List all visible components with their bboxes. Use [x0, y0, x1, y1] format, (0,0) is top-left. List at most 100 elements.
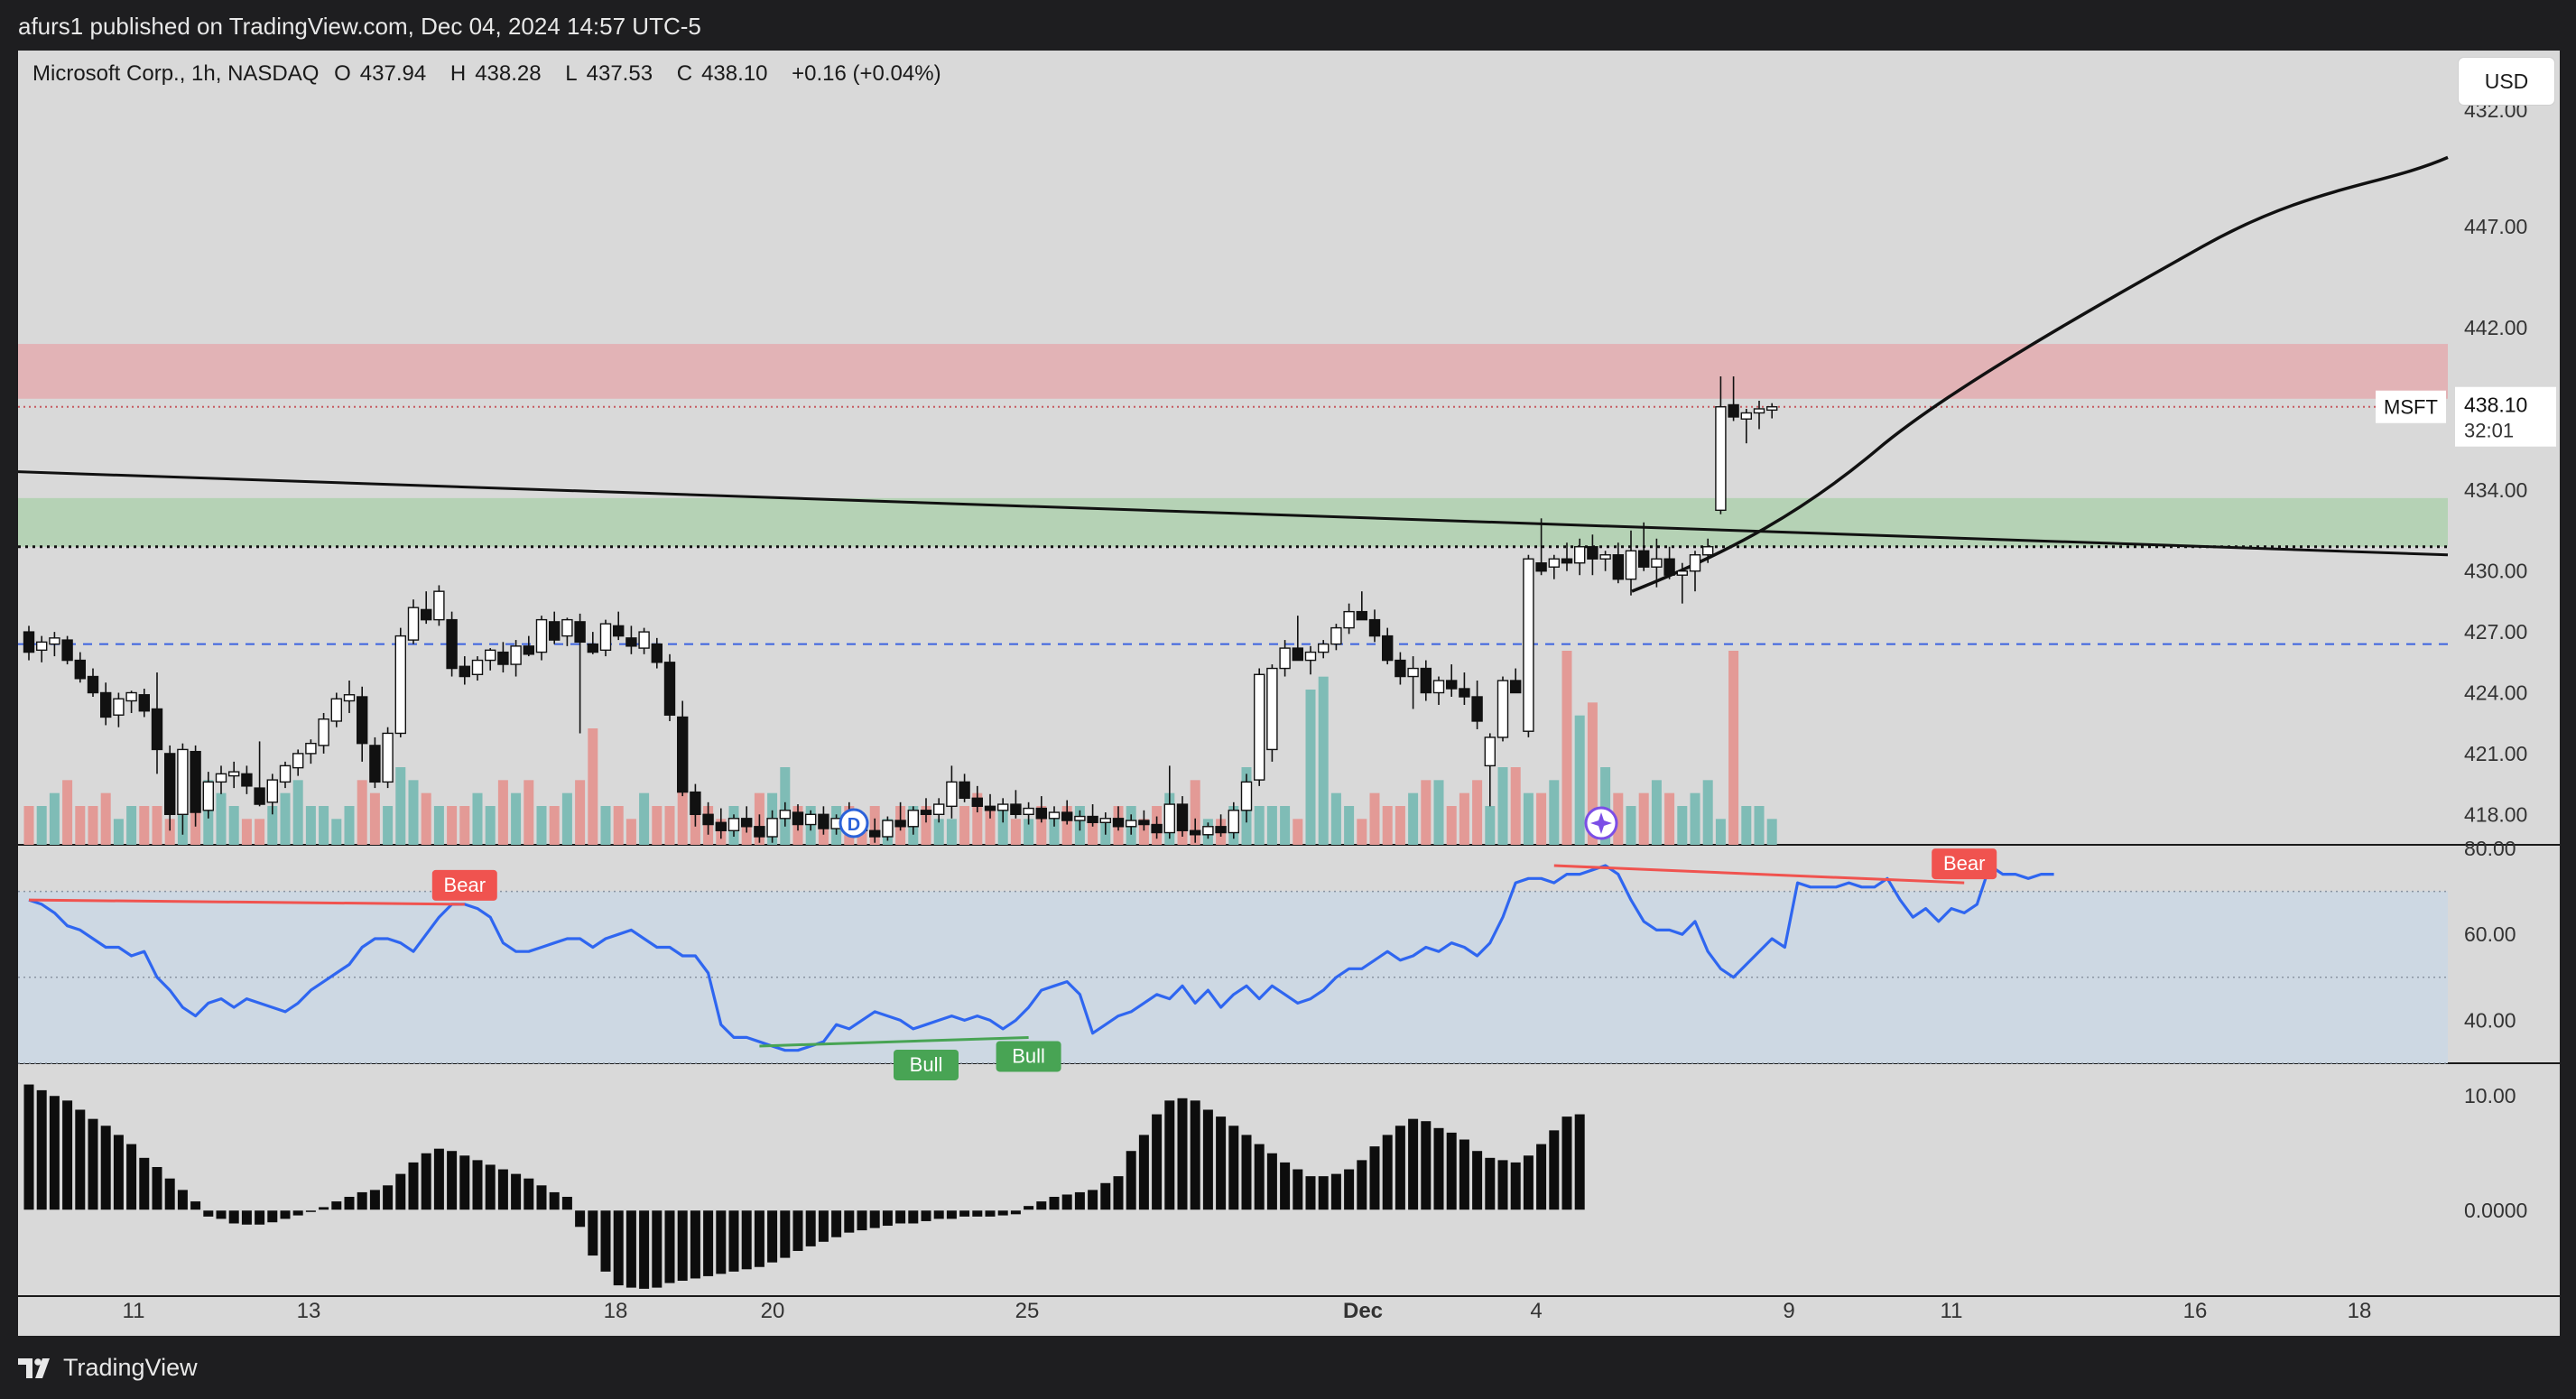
- time-tick: 11: [1941, 1299, 1963, 1323]
- candle-body: [805, 813, 817, 826]
- candle-body: [407, 607, 420, 641]
- histogram-bar: [1009, 1209, 1022, 1216]
- volume-bar: [921, 806, 931, 845]
- volume-bar: [305, 806, 316, 845]
- volume-bar: [1433, 780, 1444, 845]
- volume-bar: [1280, 806, 1291, 845]
- volume-bar: [1587, 702, 1598, 845]
- tradingview-brand[interactable]: TradingView: [18, 1354, 198, 1382]
- histogram-bar: [792, 1209, 804, 1252]
- chart-canvas[interactable]: 432.00447.00442.00434.00430.00427.00424.…: [18, 51, 2560, 1336]
- volume-bar: [1472, 780, 1483, 845]
- divergence-label-box: [431, 869, 497, 901]
- candle-body: [574, 621, 586, 644]
- histogram-bar: [240, 1209, 253, 1226]
- price-tick: 434.00: [2464, 478, 2527, 502]
- price-tick: 430.00: [2464, 560, 2527, 583]
- legend-open: 437.94: [359, 61, 427, 86]
- volume-bar: [1190, 780, 1200, 845]
- histogram-bar: [638, 1209, 651, 1290]
- rsi-tick: 80.00: [2464, 837, 2516, 860]
- histogram-bar: [971, 1209, 984, 1218]
- volume-bar: [497, 780, 508, 845]
- candle-body: [1240, 781, 1253, 811]
- histogram-bar: [254, 1209, 266, 1226]
- candle-body: [599, 623, 612, 652]
- histogram-bar: [394, 1172, 407, 1211]
- candle-body: [394, 635, 406, 735]
- candle-body: [497, 651, 509, 665]
- histogram-bar: [163, 1177, 176, 1211]
- histogram-bar: [1201, 1108, 1214, 1211]
- histogram-bar: [266, 1209, 279, 1224]
- volume-bar: [1741, 806, 1752, 845]
- histogram-bar: [625, 1209, 637, 1289]
- candle-body: [625, 637, 637, 647]
- candle-body: [36, 641, 48, 652]
- divergence-label: Bear: [444, 874, 486, 896]
- currency-button[interactable]: USD: [2459, 58, 2554, 105]
- histogram-bar: [1343, 1168, 1356, 1211]
- candle-body: [1728, 403, 1739, 418]
- chart-frame[interactable]: 432.00 447.00 442.00 434.00 430.00 427.00 424.…: [18, 51, 2560, 1336]
- candle-body: [754, 826, 765, 838]
- candle-body: [1343, 610, 1355, 629]
- histogram-bar: [689, 1209, 701, 1280]
- legend-low-label: L: [565, 61, 578, 86]
- candle-body: [1395, 659, 1406, 678]
- histogram-bar: [574, 1209, 587, 1228]
- candle-body: [663, 662, 676, 716]
- candle-body: [677, 716, 689, 793]
- histogram-bar: [932, 1209, 945, 1220]
- candle-body: [1215, 826, 1227, 834]
- histogram-bar: [1215, 1116, 1228, 1211]
- time-tick: 9: [1783, 1299, 1794, 1323]
- candle-body: [1330, 626, 1342, 645]
- histogram-bar: [1445, 1131, 1458, 1211]
- candle-body: [382, 732, 394, 783]
- candle-body: [23, 631, 35, 653]
- candle-body: [1689, 554, 1701, 572]
- histogram-bar: [87, 1117, 99, 1211]
- candle-body: [894, 820, 906, 828]
- histogram-bar: [881, 1209, 894, 1228]
- volume-bar: [985, 806, 996, 845]
- histogram-bar: [907, 1209, 920, 1225]
- last-price: 438.10: [2464, 394, 2527, 417]
- volume-bar: [1024, 819, 1034, 845]
- histogram-bar: [1561, 1116, 1573, 1211]
- histogram-bar: [1228, 1125, 1240, 1211]
- candle-body: [1445, 680, 1458, 690]
- candle-body: [1407, 667, 1419, 678]
- volume-bar: [49, 792, 60, 845]
- candle-body: [138, 694, 151, 712]
- histogram-bar: [1292, 1168, 1304, 1211]
- tradingview-logo-icon: [18, 1357, 50, 1378]
- volume-bar: [959, 806, 970, 845]
- histogram-bar: [1189, 1099, 1201, 1211]
- candle-body: [1176, 803, 1189, 831]
- price-tag-box: [2455, 386, 2556, 447]
- candle-body: [1625, 550, 1637, 580]
- candle-body: [369, 745, 381, 783]
- candle-body: [907, 810, 919, 828]
- candle-body: [266, 779, 278, 803]
- candle-body: [638, 631, 650, 649]
- histogram-bar: [1163, 1099, 1176, 1211]
- candle-body: [741, 818, 753, 828]
- histogram-bar: [1061, 1193, 1073, 1211]
- histogram-bar: [715, 1209, 727, 1275]
- histogram-tick: 0.0000: [2464, 1199, 2527, 1222]
- candle-body: [1356, 610, 1368, 621]
- volume-bar: [946, 819, 957, 845]
- candle-body: [1035, 807, 1048, 820]
- candle-body: [318, 718, 329, 746]
- publisher-text: afurs1 published on TradingView.com, Dec…: [18, 13, 701, 40]
- candle-body: [1202, 826, 1214, 836]
- histogram-bar: [702, 1209, 715, 1277]
- candle-body: [1523, 558, 1534, 732]
- histogram-bar: [1151, 1113, 1163, 1211]
- volume-bar: [1485, 806, 1496, 845]
- histogram-bar: [138, 1156, 151, 1211]
- divergence-label-box: [894, 1049, 959, 1080]
